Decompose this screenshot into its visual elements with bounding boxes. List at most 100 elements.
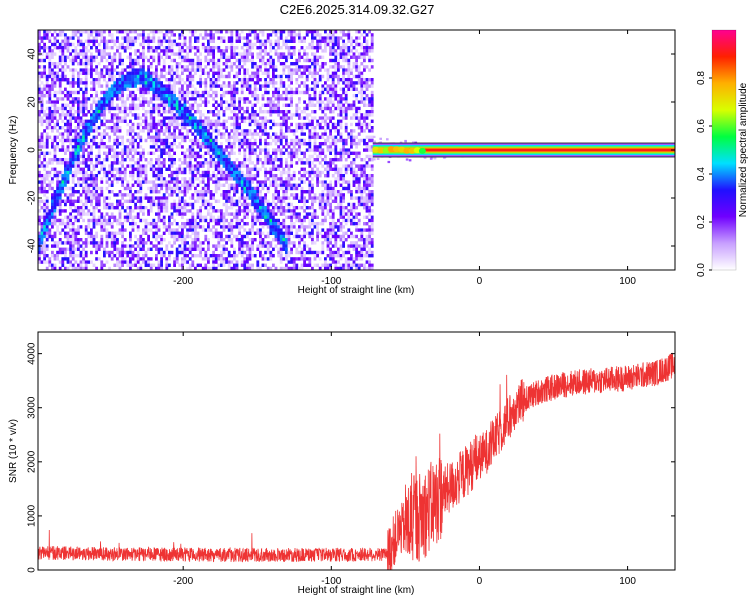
spectrogram-cell [113, 193, 117, 197]
spectrogram-cell [51, 244, 54, 248]
spectrogram-cell [212, 218, 215, 223]
spectrogram-cell [71, 180, 75, 184]
spectrogram-cell [58, 202, 62, 207]
spectrogram-cell [87, 39, 91, 43]
spectrogram-cell [118, 90, 122, 95]
spectrogram-cell [139, 234, 143, 239]
spectrogram-cell [259, 116, 262, 120]
spectrogram-cell [204, 174, 208, 178]
spectrogram-cell [95, 241, 98, 245]
spectrogram-cell [279, 55, 283, 59]
spectrogram-cell [53, 158, 57, 162]
spectrogram-cell [79, 142, 83, 146]
spectrogram-cell [269, 254, 273, 258]
spectrogram-cell [103, 30, 106, 34]
spectrogram-cell [196, 183, 200, 187]
spectrogram-cell [264, 49, 267, 53]
spectrogram-cell [71, 238, 75, 242]
spectrogram-cell [240, 190, 244, 194]
spectrogram-cell [43, 65, 46, 69]
spectrogram-cell [170, 132, 174, 136]
spectrogram-cell [66, 170, 70, 175]
spectrogram-cell [282, 212, 286, 216]
spectrogram-cell [238, 122, 241, 127]
spectrogram-cell [56, 129, 59, 133]
spectrogram-cell [100, 84, 104, 88]
spectrogram-cell [168, 81, 171, 85]
spectrogram-cell [110, 116, 114, 120]
spectrogram-cell [71, 78, 75, 82]
spectrogram-cell [110, 33, 114, 37]
spectrogram-cell [233, 52, 236, 56]
spectrogram-cell [108, 190, 111, 194]
spectrogram-cell [139, 33, 143, 37]
spectrogram-cell [290, 183, 293, 187]
spectrogram-cell [173, 78, 176, 82]
spectrogram-cell [139, 151, 143, 155]
spectrogram-cell [40, 199, 44, 203]
spectrogram-cell [238, 177, 241, 181]
spectrogram-cell [142, 71, 145, 75]
spectrogram-cell [201, 199, 205, 203]
spectrogram-cell [274, 177, 278, 181]
spectrogram-cell [298, 199, 301, 203]
spectrogram-cell [58, 90, 62, 95]
spectrogram-cell [230, 145, 234, 149]
spectrogram-cell [108, 97, 111, 101]
spectrogram-cell [308, 68, 312, 72]
spectrogram-cell [160, 161, 163, 165]
spectrogram-cell [97, 241, 101, 245]
spectrogram-cell [69, 263, 72, 267]
spectrogram-cell [56, 142, 59, 146]
spectrogram-cell [64, 161, 67, 165]
spectrogram-cell [253, 238, 257, 242]
spectrogram-cell [235, 183, 239, 187]
spectrogram-cell [235, 167, 239, 171]
spectrogram-cell [272, 231, 275, 235]
spectrogram-cell [298, 55, 301, 59]
spectrogram-cell [74, 154, 78, 159]
spectrogram-cell [95, 30, 98, 34]
spectrogram-cell [279, 46, 283, 50]
spectrogram-cell [165, 142, 169, 146]
spectrogram-cell [220, 193, 223, 197]
spectrogram-cell [285, 183, 288, 187]
spectrogram-cell [53, 84, 57, 88]
spectrogram-cell [188, 218, 192, 223]
spectrogram-cell [196, 62, 200, 66]
spectrogram-cell [212, 113, 215, 117]
spectrogram-cell [131, 100, 135, 104]
spectrogram-cell [87, 186, 91, 191]
spectrogram-cell [243, 148, 247, 152]
spectrogram-cell [142, 94, 145, 98]
spectrogram-cell [77, 266, 80, 270]
spectrogram-cell [144, 241, 148, 245]
spectrogram-cell [77, 90, 80, 95]
spectrogram-cell [220, 87, 223, 91]
spectrogram-cell [79, 266, 83, 270]
spectrogram-cell [160, 129, 163, 133]
spectrogram-cell [56, 193, 59, 197]
spectrogram-cell [277, 145, 280, 149]
spectrogram-cell [279, 222, 283, 226]
spectrogram-cell [58, 222, 62, 226]
spectrogram-cell [40, 206, 44, 210]
spectrogram-cell [79, 62, 83, 66]
spectrogram-cell [113, 52, 117, 56]
spectrogram-cell [277, 46, 280, 50]
spectrogram-cell [129, 94, 132, 98]
spectrogram-cell [212, 33, 215, 37]
spectrogram-cell [230, 103, 234, 107]
spectrogram-cell [248, 266, 252, 270]
spectrogram-cell [64, 148, 67, 152]
spectrogram-cell [269, 222, 273, 226]
spectrogram-cell [248, 186, 252, 191]
spectrogram-cell [178, 170, 182, 175]
spectrogram-cell [181, 161, 184, 165]
spectrogram-cell [196, 46, 200, 50]
spectrogram-cell [246, 186, 249, 191]
spectrogram-cell [274, 30, 278, 34]
spectrogram-cell [129, 126, 132, 130]
spectrogram-cell [181, 231, 184, 235]
spectrogram-cell [214, 138, 218, 143]
